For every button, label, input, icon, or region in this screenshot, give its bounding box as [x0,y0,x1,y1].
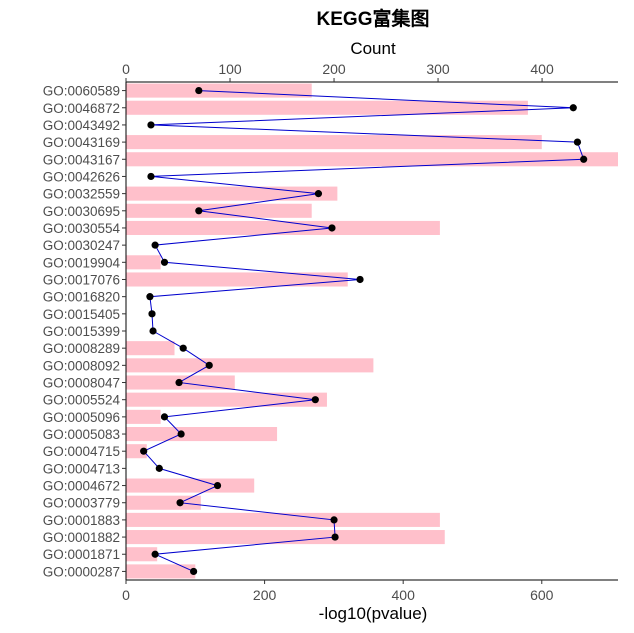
category-label: GO:0005096 [43,410,120,425]
point-GO:0004713 [155,464,163,472]
bar-GO:0043169 [126,135,542,150]
point-GO:0005096 [160,413,169,421]
bottom-tick-label: 400 [392,587,416,603]
category-label: GO:0030554 [43,221,121,236]
point-GO:0046872 [569,104,577,112]
point-GO:0017076 [356,275,364,284]
point-GO:0005083 [177,430,185,438]
bar-GO:0019904 [126,255,161,270]
bar-GO:0030695 [126,203,312,218]
point-GO:0015405 [148,310,156,318]
point-GO:0008289 [179,344,187,352]
bar-GO:0000287 [126,564,196,579]
bar-GO:0008289 [126,341,175,356]
category-label: GO:0004713 [43,461,120,476]
category-label: GO:0008047 [43,376,120,391]
point-GO:0032559 [314,190,323,198]
top-axis-title: Count [350,39,396,58]
top-tick-label: 400 [530,61,554,77]
top-tick-label: 100 [218,61,242,77]
point-GO:0000287 [190,567,198,576]
point-GO:0003779 [176,499,184,507]
bar-GO:0004715 [126,444,147,459]
bottom-tick-label: 600 [530,587,554,603]
bar-GO:0008092 [126,358,374,373]
point-GO:0008047 [175,378,183,387]
point-GO:0043492 [147,121,155,129]
axes: 0 200 400 600 0 100 200 300 400 [122,61,618,603]
category-label: GO:0008289 [43,341,120,356]
category-label: GO:0000287 [43,564,120,579]
bar-GO:0017076 [126,272,348,287]
bar-GO:0060589 [126,83,312,98]
category-label: GO:0043167 [43,152,120,167]
point-GO:0004672 [213,481,222,490]
point-GO:0008092 [205,361,213,369]
point-GO:0030554 [328,224,336,232]
point-GO:0005524 [311,396,319,404]
count-markers [140,86,588,576]
category-label: GO:0001871 [43,547,120,562]
bar-GO:0004672 [126,478,255,493]
bar-GO:0001871 [126,547,158,562]
point-GO:0030695 [195,207,203,215]
category-label: GO:0001882 [43,530,120,545]
category-label: GO:0019904 [43,255,121,270]
category-label: GO:0015399 [43,324,120,339]
point-GO:0043169 [573,138,582,146]
category-label: GO:0060589 [43,84,120,99]
category-label: GO:0043492 [43,118,120,133]
point-GO:0016820 [146,293,154,301]
category-label: GO:0016820 [43,290,120,305]
bar-GO:0003779 [126,495,201,510]
point-GO:0001871 [151,550,159,558]
category-label: GO:0004715 [43,444,120,459]
category-label: GO:0003779 [43,496,120,511]
category-label: GO:0004672 [43,479,120,494]
category-label: GO:0042626 [43,169,120,184]
bar-series [126,83,618,579]
top-tick-label: 300 [426,61,450,77]
point-GO:0030247 [151,241,159,249]
category-label: GO:0043169 [43,135,120,150]
bar-GO:0046872 [126,100,528,115]
category-label: GO:0005524 [43,393,121,408]
bar-GO:0032559 [126,186,338,201]
category-label: GO:0005083 [43,427,120,442]
category-label: GO:0008092 [43,358,120,373]
bottom-tick-label: 0 [122,587,130,603]
point-GO:0060589 [195,86,203,95]
bar-GO:0005096 [126,409,161,424]
category-label: GO:0046872 [43,101,120,116]
category-label: GO:0015405 [43,307,120,322]
top-tick-label: 200 [322,61,346,77]
bar-GO:0005083 [126,426,278,442]
point-GO:0004715 [140,447,148,455]
category-label: GO:0030695 [43,204,120,219]
chart-title: KEGG富集图 [317,7,430,30]
point-GO:0019904 [160,258,169,266]
bottom-tick-label: 200 [253,587,277,603]
bar-GO:0001883 [126,512,440,527]
bar-GO:0030554 [126,220,440,236]
category-label: GO:0017076 [43,272,120,287]
point-GO:0042626 [147,172,155,181]
category-labels: GO:0060589 GO:0046872 GO:0043492 GO:0043169… [43,84,126,579]
bar-GO:0043167 [126,152,618,167]
category-label: GO:0032559 [43,187,120,202]
category-label: GO:0001883 [43,513,120,528]
point-GO:0001883 [330,516,338,524]
bottom-axis-title: -log10(pvalue) [319,604,428,623]
bar-GO:0005524 [126,392,327,407]
top-tick-label: 0 [122,61,130,77]
category-label: GO:0030247 [43,238,120,253]
bar-GO:0001882 [126,530,445,545]
point-GO:0001882 [331,533,339,541]
point-GO:0043167 [580,155,588,163]
point-GO:0015399 [149,327,157,335]
